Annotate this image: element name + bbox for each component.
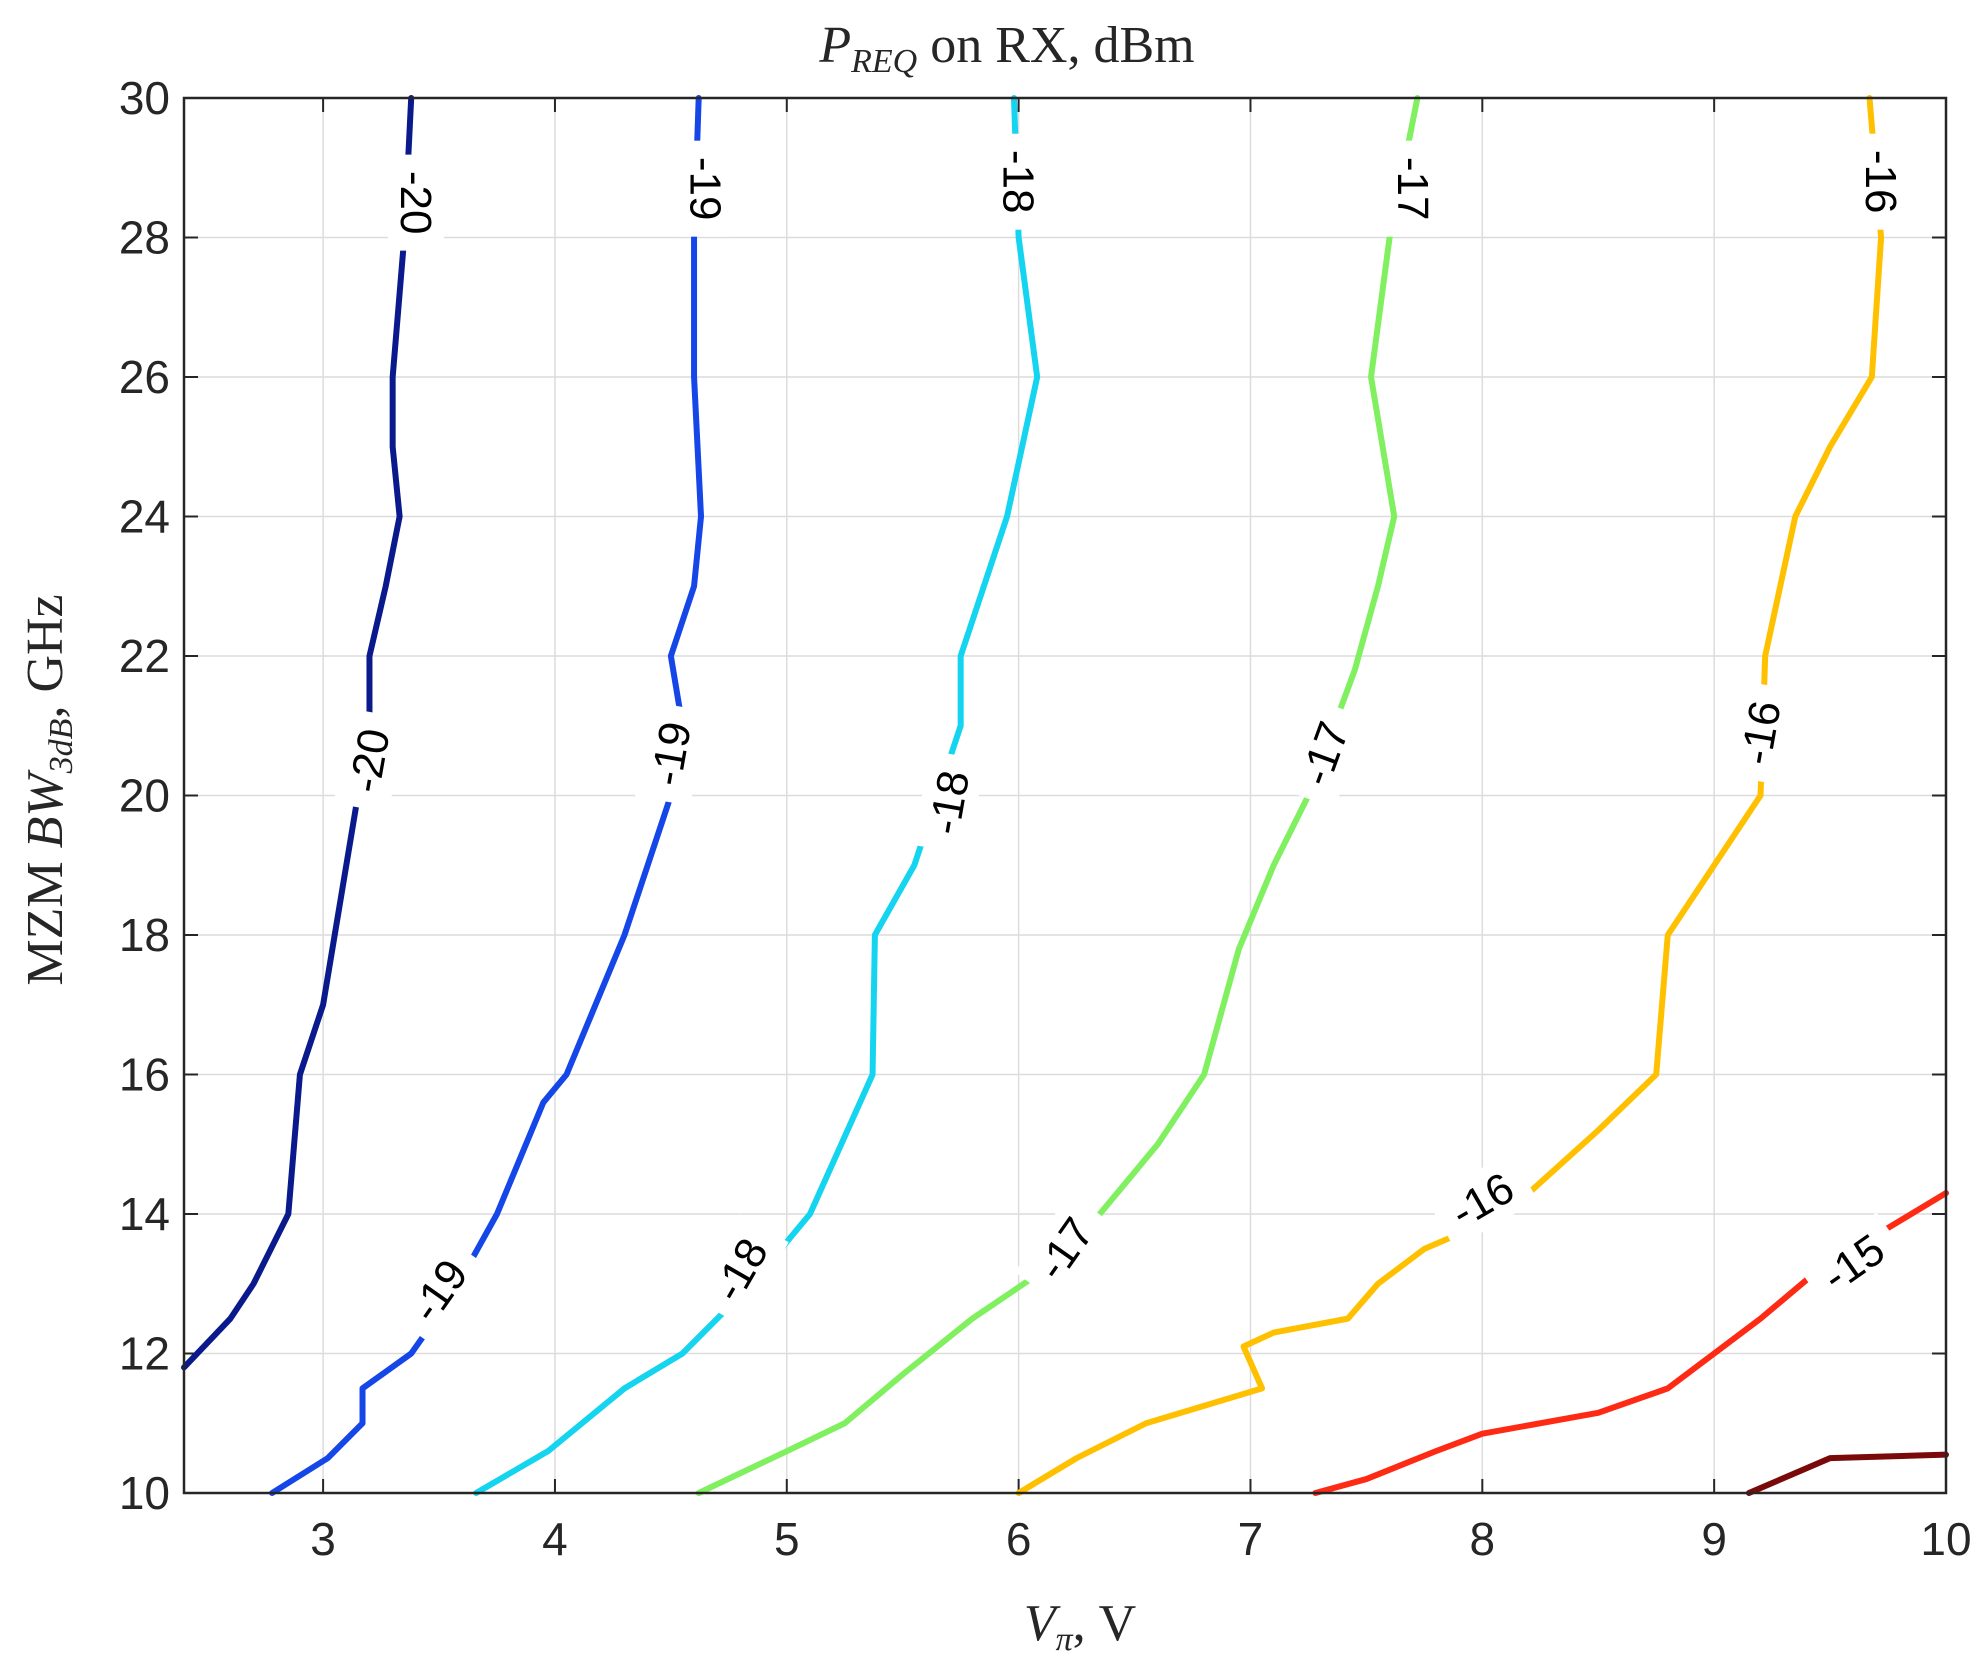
contour-label-text: -16 [1731, 697, 1790, 768]
contour-label: -16 [1853, 133, 1910, 230]
ylabel-symbol: BW [17, 769, 74, 849]
y-tick-label: 30 [119, 72, 170, 124]
contour-label: -17 [1281, 698, 1368, 809]
contour-label-bg [1426, 1151, 1538, 1249]
contour-label-bg [1797, 1212, 1909, 1314]
contour-label-text: -19 [642, 718, 701, 789]
y-tick-label: 20 [119, 770, 170, 822]
y-axis-label: MZM BW3dB, GHz [17, 594, 80, 985]
contour-label-text: -20 [340, 725, 399, 796]
contour-labels: -20-20-19-19-19-18-18-18-17-17-17-16-16-… [333, 133, 1910, 1347]
contour-label: -18 [990, 133, 1047, 230]
y-tick-label: 14 [119, 1188, 170, 1240]
contour-label: -17 [1384, 140, 1441, 237]
contour-label-bg [634, 701, 707, 806]
contour-label-bg [1014, 1193, 1116, 1305]
contour-label: -19 [634, 701, 707, 806]
contour-label-text: -17 [1388, 157, 1437, 221]
title-rest: on RX, dBm [917, 17, 1194, 74]
contour-line [1745, 1451, 1949, 1496]
plot-frame [182, 96, 1948, 1495]
y-tick-label: 26 [119, 351, 170, 403]
contour-label-text: -16 [1856, 150, 1905, 214]
contour-label-text: -18 [920, 767, 979, 838]
y-tick-label: 12 [119, 1328, 170, 1380]
contour-label-text: -20 [391, 171, 440, 235]
contour-label-bg [387, 154, 444, 251]
contour-label-bg [990, 133, 1047, 230]
contour-line [1015, 95, 1885, 1496]
x-tick-label: 5 [774, 1513, 800, 1565]
x-tick-label: 4 [542, 1513, 568, 1565]
contour-label-bg [692, 1214, 789, 1326]
y-tick-label: 24 [119, 491, 170, 543]
contour-lines [181, 95, 1949, 1496]
contour-line [695, 95, 1421, 1496]
contour-label-bg [1853, 133, 1910, 230]
contour-label-bg [1281, 698, 1368, 809]
x-tick-label: 8 [1470, 1513, 1496, 1565]
contour-line [473, 95, 1041, 1496]
xlabel-symbol: V [1024, 1595, 1061, 1652]
tick-labels: 3 4 5 6 7 8 9 10 10 12 14 16 18 20 22 24 26 28 30 [119, 72, 1972, 1565]
contour-label-bg [677, 140, 734, 237]
contour-label: -20 [333, 708, 406, 813]
y-tick-label: 22 [119, 630, 170, 682]
ylabel-rest: , GHz [17, 594, 74, 718]
contour-label: -20 [387, 154, 444, 251]
x-tick-label: 3 [310, 1513, 336, 1565]
contour-label-bg [333, 708, 406, 813]
y-tick-label: 10 [119, 1467, 170, 1519]
contour-label-bg [1724, 680, 1797, 785]
contour-label-text: -19 [681, 157, 730, 221]
x-tick-label: 7 [1238, 1513, 1264, 1565]
x-axis-label: Vπ, V [1024, 1595, 1136, 1658]
contour-label: -18 [913, 750, 985, 855]
x-tick-label: 6 [1006, 1513, 1032, 1565]
contour-label-bg [388, 1235, 490, 1347]
contour-label: -19 [677, 140, 734, 237]
contour-label: -18 [692, 1214, 789, 1326]
y-tick-label: 28 [119, 212, 170, 264]
chart-title: PREQ on RX, dBm [818, 17, 1194, 80]
contour-label-text: -18 [994, 150, 1043, 214]
contour-label-bg [913, 750, 985, 855]
ylabel-subscript: 3dB [43, 718, 80, 774]
x-tick-label: 9 [1701, 1513, 1727, 1565]
title-subscript: REQ [850, 43, 917, 80]
x-tick-label: 10 [1920, 1513, 1971, 1565]
y-tick-label: 16 [119, 1049, 170, 1101]
title-symbol: P [818, 17, 851, 74]
y-tick-label: 18 [119, 909, 170, 961]
ylabel-prefix: MZM [17, 848, 74, 985]
contour-label: -16 [1724, 680, 1797, 785]
contour-label-bg [1384, 140, 1441, 237]
xlabel-subscript: π [1056, 1621, 1074, 1658]
xlabel-rest: , V [1073, 1595, 1137, 1652]
contour-line [269, 95, 705, 1496]
